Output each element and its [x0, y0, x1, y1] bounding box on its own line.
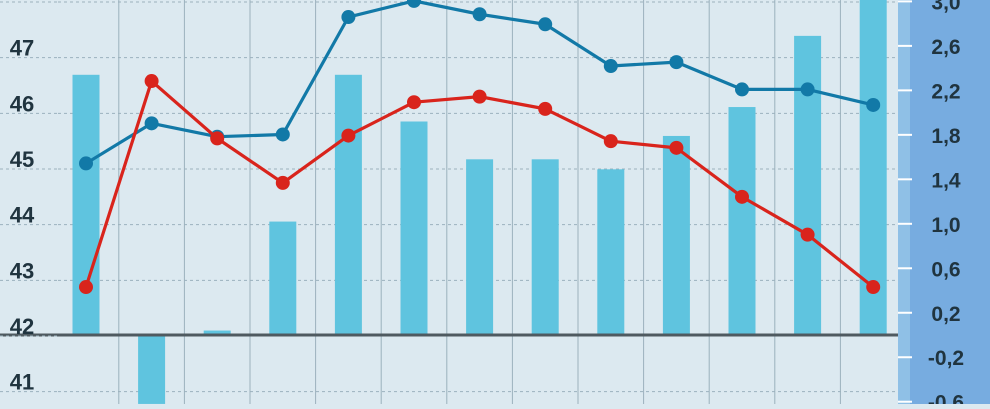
line-series [79, 0, 881, 295]
data-point [275, 127, 290, 142]
bar [72, 74, 100, 336]
right-tick-label: -0,6 [928, 392, 964, 404]
right-tick-label: 1,4 [931, 169, 961, 192]
right-tick-label: 2,6 [931, 36, 960, 59]
left-tick-label: 43 [10, 258, 34, 283]
bar [334, 74, 362, 336]
right-axis-edge [898, 0, 910, 404]
data-point [407, 0, 421, 8]
right-tick-label: 0,6 [931, 258, 960, 281]
data-point [866, 280, 881, 295]
right-tick-label: 3,0 [931, 0, 960, 14]
data-point [669, 140, 684, 155]
data-point [800, 82, 815, 97]
data-point [866, 97, 881, 112]
left-tick-label: 48 [10, 0, 34, 5]
bar [203, 330, 231, 335]
data-point [472, 7, 487, 22]
data-point [603, 59, 618, 74]
bar [269, 221, 297, 335]
data-point [669, 55, 684, 70]
data-point [341, 128, 356, 143]
right-tick-label: 2,2 [931, 80, 960, 103]
left-tick-label: 46 [10, 91, 34, 116]
bar [597, 169, 625, 335]
data-point [79, 280, 93, 295]
bar [662, 135, 690, 335]
bar [531, 159, 559, 335]
data-point [800, 227, 815, 242]
data-point [472, 89, 487, 104]
data-point [79, 156, 93, 171]
data-point [341, 10, 356, 25]
right-tick-label: 1,8 [931, 125, 961, 148]
right-axis-band [898, 0, 990, 404]
data-point [275, 175, 290, 190]
left-tick-label: 42 [10, 314, 34, 339]
data-point [735, 82, 749, 97]
right-tick-label: 0,2 [931, 303, 960, 326]
left-tick-label: 45 [10, 147, 34, 172]
data-point [144, 74, 159, 89]
data-point [538, 101, 553, 116]
bar [794, 35, 822, 335]
data-point [735, 189, 749, 204]
right-tick-label: 1,0 [931, 214, 960, 237]
data-point [144, 116, 159, 131]
bar [400, 121, 428, 335]
bar-series [72, 0, 887, 404]
data-point [538, 17, 553, 32]
left-tick-label: 47 [10, 36, 34, 61]
data-point [603, 134, 618, 149]
data-point [407, 95, 421, 110]
left-tick-label: 44 [10, 203, 35, 228]
bar [728, 107, 756, 335]
bar [466, 159, 494, 335]
bar [138, 335, 166, 404]
data-point [210, 131, 225, 146]
left-tick-label: 41 [10, 370, 34, 395]
right-tick-label: -0,2 [928, 347, 964, 370]
